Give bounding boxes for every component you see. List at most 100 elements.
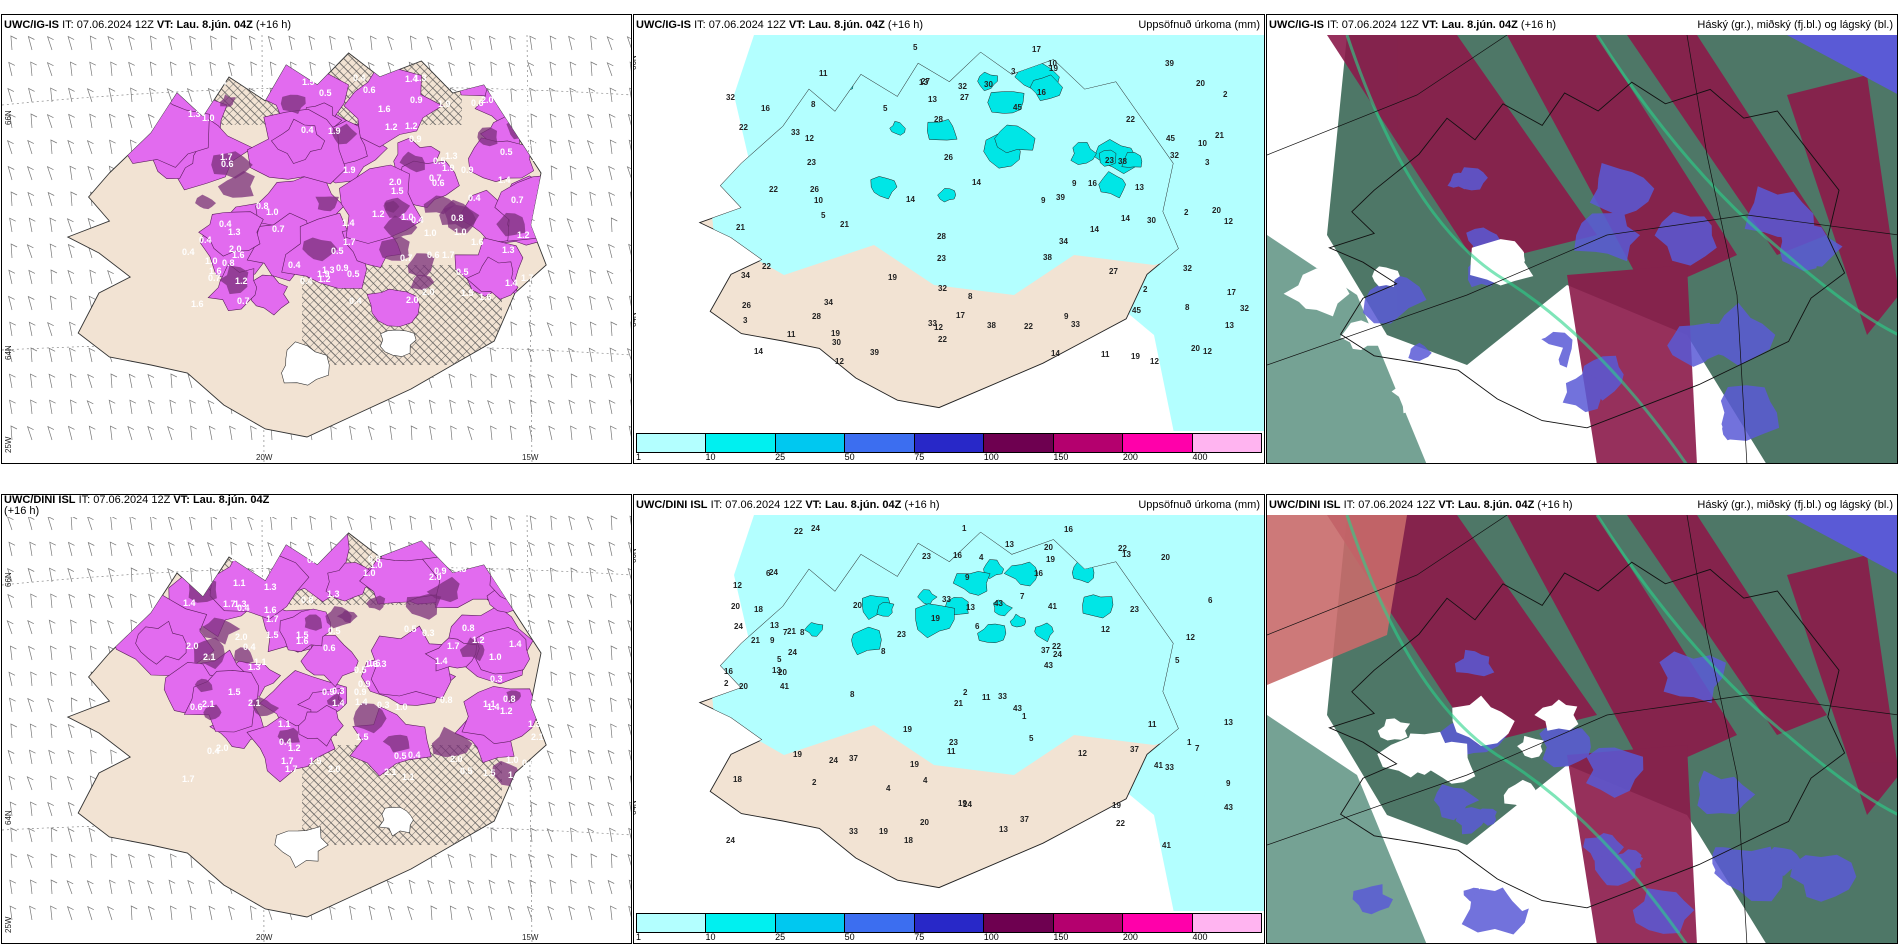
precip-label: 41 — [780, 682, 789, 691]
valid-time: Lau. 8.jún. 04Z — [824, 499, 902, 511]
legend-swatch — [1192, 434, 1261, 452]
lat-label-66: 66N — [4, 110, 13, 125]
precip-label: 30 — [832, 338, 841, 347]
depth-label: 1.6 — [232, 250, 245, 260]
depth-label: 1.4 — [405, 74, 418, 84]
precip-label: 20 — [853, 601, 862, 610]
precip-label: 5 — [883, 104, 888, 113]
precip-label: 17 — [956, 311, 965, 320]
depth-label: 0.5 — [328, 626, 341, 636]
precip-label: 9 — [965, 573, 970, 582]
legend-swatch — [984, 434, 1054, 452]
precip-label: 23 — [807, 158, 816, 167]
lat-label-66: 66N — [633, 548, 638, 563]
precip-label: 26 — [742, 301, 751, 310]
depth-label: 0.4 — [214, 77, 227, 87]
depth-label: 1.0 — [363, 568, 376, 578]
precip-label: 38 — [1043, 253, 1052, 262]
depth-label: 1.4 — [505, 278, 518, 288]
precip-label: 24 — [963, 800, 972, 809]
lon-label-15: 15W — [522, 453, 539, 462]
lat-label-64: 64N — [633, 800, 638, 815]
depth-label: 1.7 — [285, 764, 298, 774]
precip-label: 21 — [1215, 131, 1224, 140]
lon-label-25: 25W — [4, 436, 13, 453]
precip-label: 1 — [1187, 738, 1192, 747]
panel-header: UWC/IG-IS IT: 07.06.2024 12Z VT: Lau. 8.… — [634, 15, 1264, 35]
depth-label: 1.2 — [230, 553, 243, 563]
legend-ticks: 1 10 25 50 75 100 150 200 400 — [636, 932, 1262, 943]
depth-label: 1.9 — [317, 269, 330, 279]
precip-label: 1 — [1022, 712, 1027, 721]
precip-label: 32 — [958, 82, 967, 91]
precip-label: 16 — [1064, 525, 1073, 534]
precip-label: 12 — [1101, 625, 1110, 634]
depth-label: 1.3 — [414, 73, 427, 83]
depth-label: 1.9 — [328, 126, 341, 136]
precip-label: 8 — [800, 628, 805, 637]
precip-legend: 1 10 25 50 75 100 150 200 400 — [634, 911, 1264, 943]
precip-label: 28 — [934, 115, 943, 124]
depth-label: 0.7 — [208, 273, 221, 283]
depth-label: 0.8 — [501, 101, 514, 111]
depth-label: 1.3 — [188, 109, 201, 119]
depth-label: 1.9 — [438, 99, 451, 109]
depth-label: 1.5 — [391, 186, 404, 196]
precip-label: 14 — [1121, 214, 1130, 223]
depth-label: 0.9 — [541, 611, 554, 621]
depth-label: 1.1 — [233, 578, 246, 588]
depth-label: 1.0 — [266, 207, 279, 217]
precip-label: 20 — [731, 602, 740, 611]
legend-tick: 100 — [983, 452, 999, 462]
depth-label: 0.8 — [512, 598, 525, 608]
precip-label: 13 — [1135, 183, 1144, 192]
precip-label: 19 — [910, 760, 919, 769]
precip-label: 37 — [1041, 646, 1050, 655]
precip-label: 3 — [1011, 67, 1016, 76]
precip-label: 21 — [954, 699, 963, 708]
depth-label: 0.3 — [377, 700, 390, 710]
precip-label: 19 — [903, 725, 912, 734]
lon-label-20: 20W — [256, 453, 273, 462]
precip-label: 21 — [736, 223, 745, 232]
depth-label: 1.4 — [183, 598, 196, 608]
precip-label: 12 — [1203, 347, 1212, 356]
precip-label: 12 — [1078, 749, 1087, 758]
depth-label: 0.4 — [243, 642, 256, 652]
depth-label: 1.5 — [356, 732, 369, 742]
depth-label: 1.6 — [479, 292, 492, 302]
precip-label: 33 — [791, 128, 800, 137]
precip-label: 23 — [897, 630, 906, 639]
precip-label: 27 — [960, 93, 969, 102]
legend-swatch — [845, 914, 915, 932]
depth-label: 2.1 — [248, 698, 261, 708]
cloud-cover-map — [1267, 515, 1897, 943]
precip-label: 12 — [1224, 217, 1233, 226]
depth-label: 0.7 — [272, 224, 285, 234]
precip-label: 33 — [1071, 320, 1080, 329]
precip-label: 33 — [942, 595, 951, 604]
depth-label: 0.5 — [307, 555, 320, 565]
depth-label: 1.2 — [472, 635, 485, 645]
legend-tick: 25 — [775, 452, 786, 462]
lead-time: (+16 h) — [887, 19, 924, 31]
depth-label: 0.5 — [331, 246, 344, 256]
depth-labels: 0.41.20.81.30.71.61.00.91.90.50.41.71.40… — [182, 73, 546, 309]
depth-label: 0.4 — [279, 737, 292, 747]
depth-label: 2.1 — [531, 732, 544, 742]
depth-label: 0.9 — [409, 134, 422, 144]
precip-label: 16 — [1088, 179, 1097, 188]
precip-label: 16 — [1037, 88, 1046, 97]
depth-label: 2.0 — [429, 572, 442, 582]
precip-label: 32 — [1183, 264, 1192, 273]
precip-label: 38 — [1118, 157, 1127, 166]
depth-label: 0.5 — [456, 267, 469, 277]
precip-label: 9 — [1041, 196, 1046, 205]
precip-label: 5 — [1029, 734, 1034, 743]
depth-label: 0.4 — [199, 235, 212, 245]
depth-label: 2.0 — [328, 764, 341, 774]
precip-label: 16 — [724, 667, 733, 676]
lead-time: (+16 h) — [904, 499, 940, 511]
precip-label: 27 — [1109, 267, 1118, 276]
depth-label: 0.5 — [394, 751, 407, 761]
